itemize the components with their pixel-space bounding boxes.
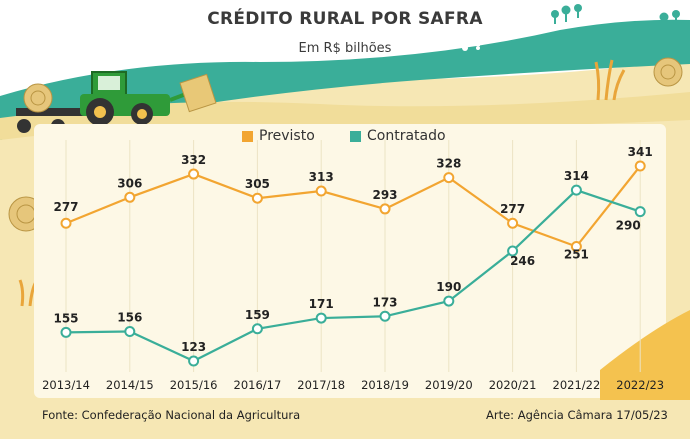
wheat-icon	[18, 59, 626, 307]
data-label-previsto: 328	[436, 157, 461, 171]
legend-swatch-contratado	[350, 130, 361, 142]
data-label-previsto: 277	[53, 200, 78, 214]
x-tick-label: 2013/14	[42, 378, 90, 392]
data-label-previsto: 306	[117, 176, 142, 190]
data-label-contratado: 190	[436, 280, 461, 294]
data-point-contratado	[379, 310, 391, 322]
series-line-contratado	[65, 188, 641, 363]
x-tick-label: 2016/17	[234, 378, 282, 392]
x-tick-label: 2014/15	[106, 378, 154, 392]
x-tick-label: 2021/22	[553, 378, 601, 392]
data-label-previsto: 277	[500, 202, 525, 216]
data-point-contratado	[570, 184, 582, 196]
data-label-previsto: 313	[309, 170, 334, 184]
data-point-previsto	[315, 185, 327, 197]
data-label-contratado: 173	[372, 295, 397, 309]
data-label-contratado: 159	[245, 308, 270, 322]
credit-note: Arte: Agência Câmara 17/05/23	[486, 408, 668, 422]
chart-subtitle: Em R$ bilhões	[298, 41, 392, 56]
data-label-contratado: 246	[510, 254, 535, 268]
legend-item-contratado: Contratado	[350, 128, 446, 144]
data-point-contratado	[634, 206, 646, 218]
data-point-previsto	[634, 160, 646, 172]
series-line-previsto	[65, 165, 642, 248]
data-label-previsto: 293	[372, 188, 397, 202]
green-hills	[0, 19, 690, 140]
data-label-contratado: 123	[181, 340, 206, 354]
x-tick-label: 2020/21	[489, 378, 537, 392]
data-point-previsto	[188, 168, 200, 180]
x-tick-label: 2019/20	[425, 378, 473, 392]
data-label-contratado: 155	[53, 311, 78, 325]
data-point-previsto	[251, 192, 263, 204]
data-point-contratado	[251, 323, 263, 335]
data-point-previsto	[60, 217, 72, 229]
data-point-contratado	[60, 326, 72, 338]
data-point-previsto	[379, 203, 391, 215]
data-label-contratado: 290	[616, 219, 641, 233]
x-tick-label: 2017/18	[297, 378, 345, 392]
data-label-contratado: 171	[309, 297, 334, 311]
data-point-contratado	[443, 295, 455, 307]
x-tick-label: 2015/16	[170, 378, 218, 392]
data-point-contratado	[124, 325, 136, 337]
legend-label-contratado: Contratado	[367, 128, 446, 144]
chart-panel	[34, 124, 666, 398]
data-label-previsto: 305	[245, 177, 270, 191]
distant-tractor-icon	[462, 38, 480, 51]
legend-item-previsto: Previsto	[242, 128, 315, 144]
source-note: Fonte: Confederação Nacional da Agricult…	[42, 408, 301, 422]
data-point-previsto	[570, 241, 582, 253]
data-point-previsto	[443, 172, 455, 184]
data-point-contratado	[315, 312, 327, 324]
data-point-contratado	[507, 245, 519, 257]
chart-title: CRÉDITO RURAL POR SAFRA	[207, 9, 483, 29]
x-tick-label: 2022/23	[616, 378, 664, 392]
data-label-previsto: 332	[181, 153, 206, 167]
legend-label-previsto: Previsto	[259, 128, 315, 144]
legend-swatch-previsto	[242, 130, 253, 142]
data-label-previsto: 251	[564, 248, 589, 262]
data-point-previsto	[507, 217, 519, 229]
x-tick-label: 2018/19	[361, 378, 409, 392]
data-label-contratado: 314	[564, 169, 589, 183]
data-label-previsto: 341	[628, 145, 653, 159]
tree-icon	[551, 4, 680, 29]
data-point-previsto	[124, 191, 136, 203]
data-point-contratado	[188, 355, 200, 367]
data-label-contratado: 156	[117, 310, 142, 324]
